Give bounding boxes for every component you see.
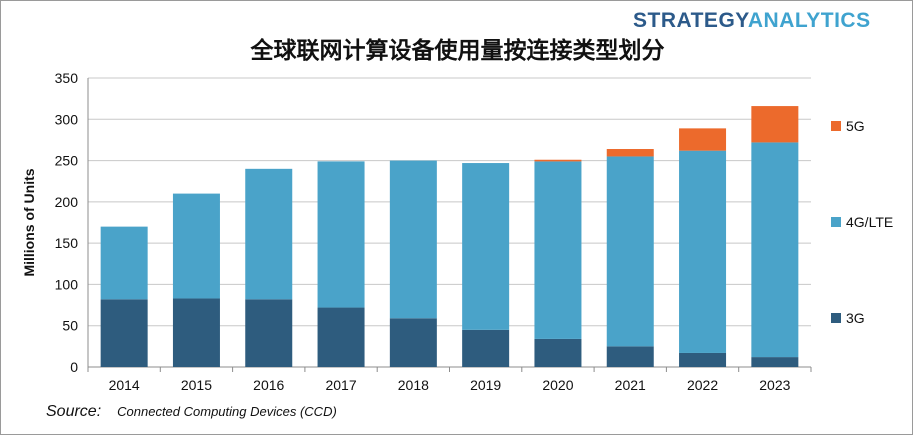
bar-segment-4g-lte-2015	[172, 193, 220, 299]
y-tick-label: 350	[55, 70, 79, 86]
y-tick-label: 300	[55, 111, 79, 127]
x-tick-label: 2020	[542, 377, 573, 393]
y-tick-label: 200	[55, 194, 79, 210]
bar-segment-3g-2018	[389, 318, 437, 367]
bar-segment-3g-2023	[751, 357, 799, 367]
bar-segment-3g-2022	[679, 352, 727, 367]
legend-swatch-4g-lte	[831, 217, 841, 227]
bar-segment-3g-2015	[172, 298, 220, 367]
bar-segment-5g-2023	[751, 106, 799, 143]
bar-segment-4g-lte-2020	[534, 161, 582, 339]
x-tick-label: 2018	[398, 377, 429, 393]
legend-swatch-3g	[831, 313, 841, 323]
legend-label: 4G/LTE	[846, 214, 893, 230]
bar-segment-4g-lte-2016	[245, 168, 293, 300]
y-tick-label: 250	[55, 153, 79, 169]
brand-part-analytics: ANALYTICS	[747, 9, 871, 32]
brand-part-strategy: STRATEGY	[633, 9, 748, 32]
source-label: Source:	[46, 403, 102, 420]
y-tick-label: 50	[62, 318, 78, 334]
bar-segment-3g-2014	[100, 299, 148, 367]
bar-segment-4g-lte-2019	[462, 163, 510, 330]
legend-swatch-5g	[831, 121, 841, 131]
x-tick-label: 2014	[109, 377, 140, 393]
bar-segment-4g-lte-2014	[100, 226, 148, 300]
y-axis-title: Millions of Units	[21, 168, 37, 276]
bar-segment-3g-2016	[245, 299, 293, 367]
bar-segment-3g-2019	[462, 329, 510, 367]
legend-label: 3G	[846, 310, 865, 326]
chart-title: 全球联网计算设备使用量按连接类型划分	[250, 38, 665, 64]
bar-segment-4g-lte-2022	[679, 150, 727, 353]
x-tick-label: 2019	[470, 377, 501, 393]
bar-segment-4g-lte-2023	[751, 142, 799, 358]
x-tick-label: 2023	[759, 377, 790, 393]
bar-segment-4g-lte-2018	[389, 160, 437, 319]
bar-segment-3g-2020	[534, 338, 582, 367]
x-tick-label: 2015	[181, 377, 212, 393]
bar-segment-5g-2021	[606, 149, 654, 157]
brand-logo: STRATEGYANALYTICS	[633, 9, 871, 33]
bar-segment-4g-lte-2021	[606, 156, 654, 347]
source-note: Source: Connected Computing Devices (CCD)	[46, 403, 337, 421]
legend-label: 5G	[846, 118, 865, 134]
y-tick-label: 100	[55, 276, 79, 292]
x-tick-label: 2021	[615, 377, 646, 393]
x-tick-label: 2016	[253, 377, 284, 393]
bar-segment-5g-2022	[679, 128, 727, 151]
bar-segment-5g-2020	[534, 159, 582, 162]
bar-segment-3g-2017	[317, 307, 365, 367]
bar-segment-4g-lte-2017	[317, 161, 365, 308]
x-tick-label: 2017	[325, 377, 356, 393]
bar-segment-3g-2021	[606, 346, 654, 367]
x-tick-label: 2022	[687, 377, 718, 393]
source-text: Connected Computing Devices (CCD)	[117, 404, 337, 419]
y-tick-label: 0	[70, 359, 78, 375]
y-tick-label: 150	[55, 235, 79, 251]
